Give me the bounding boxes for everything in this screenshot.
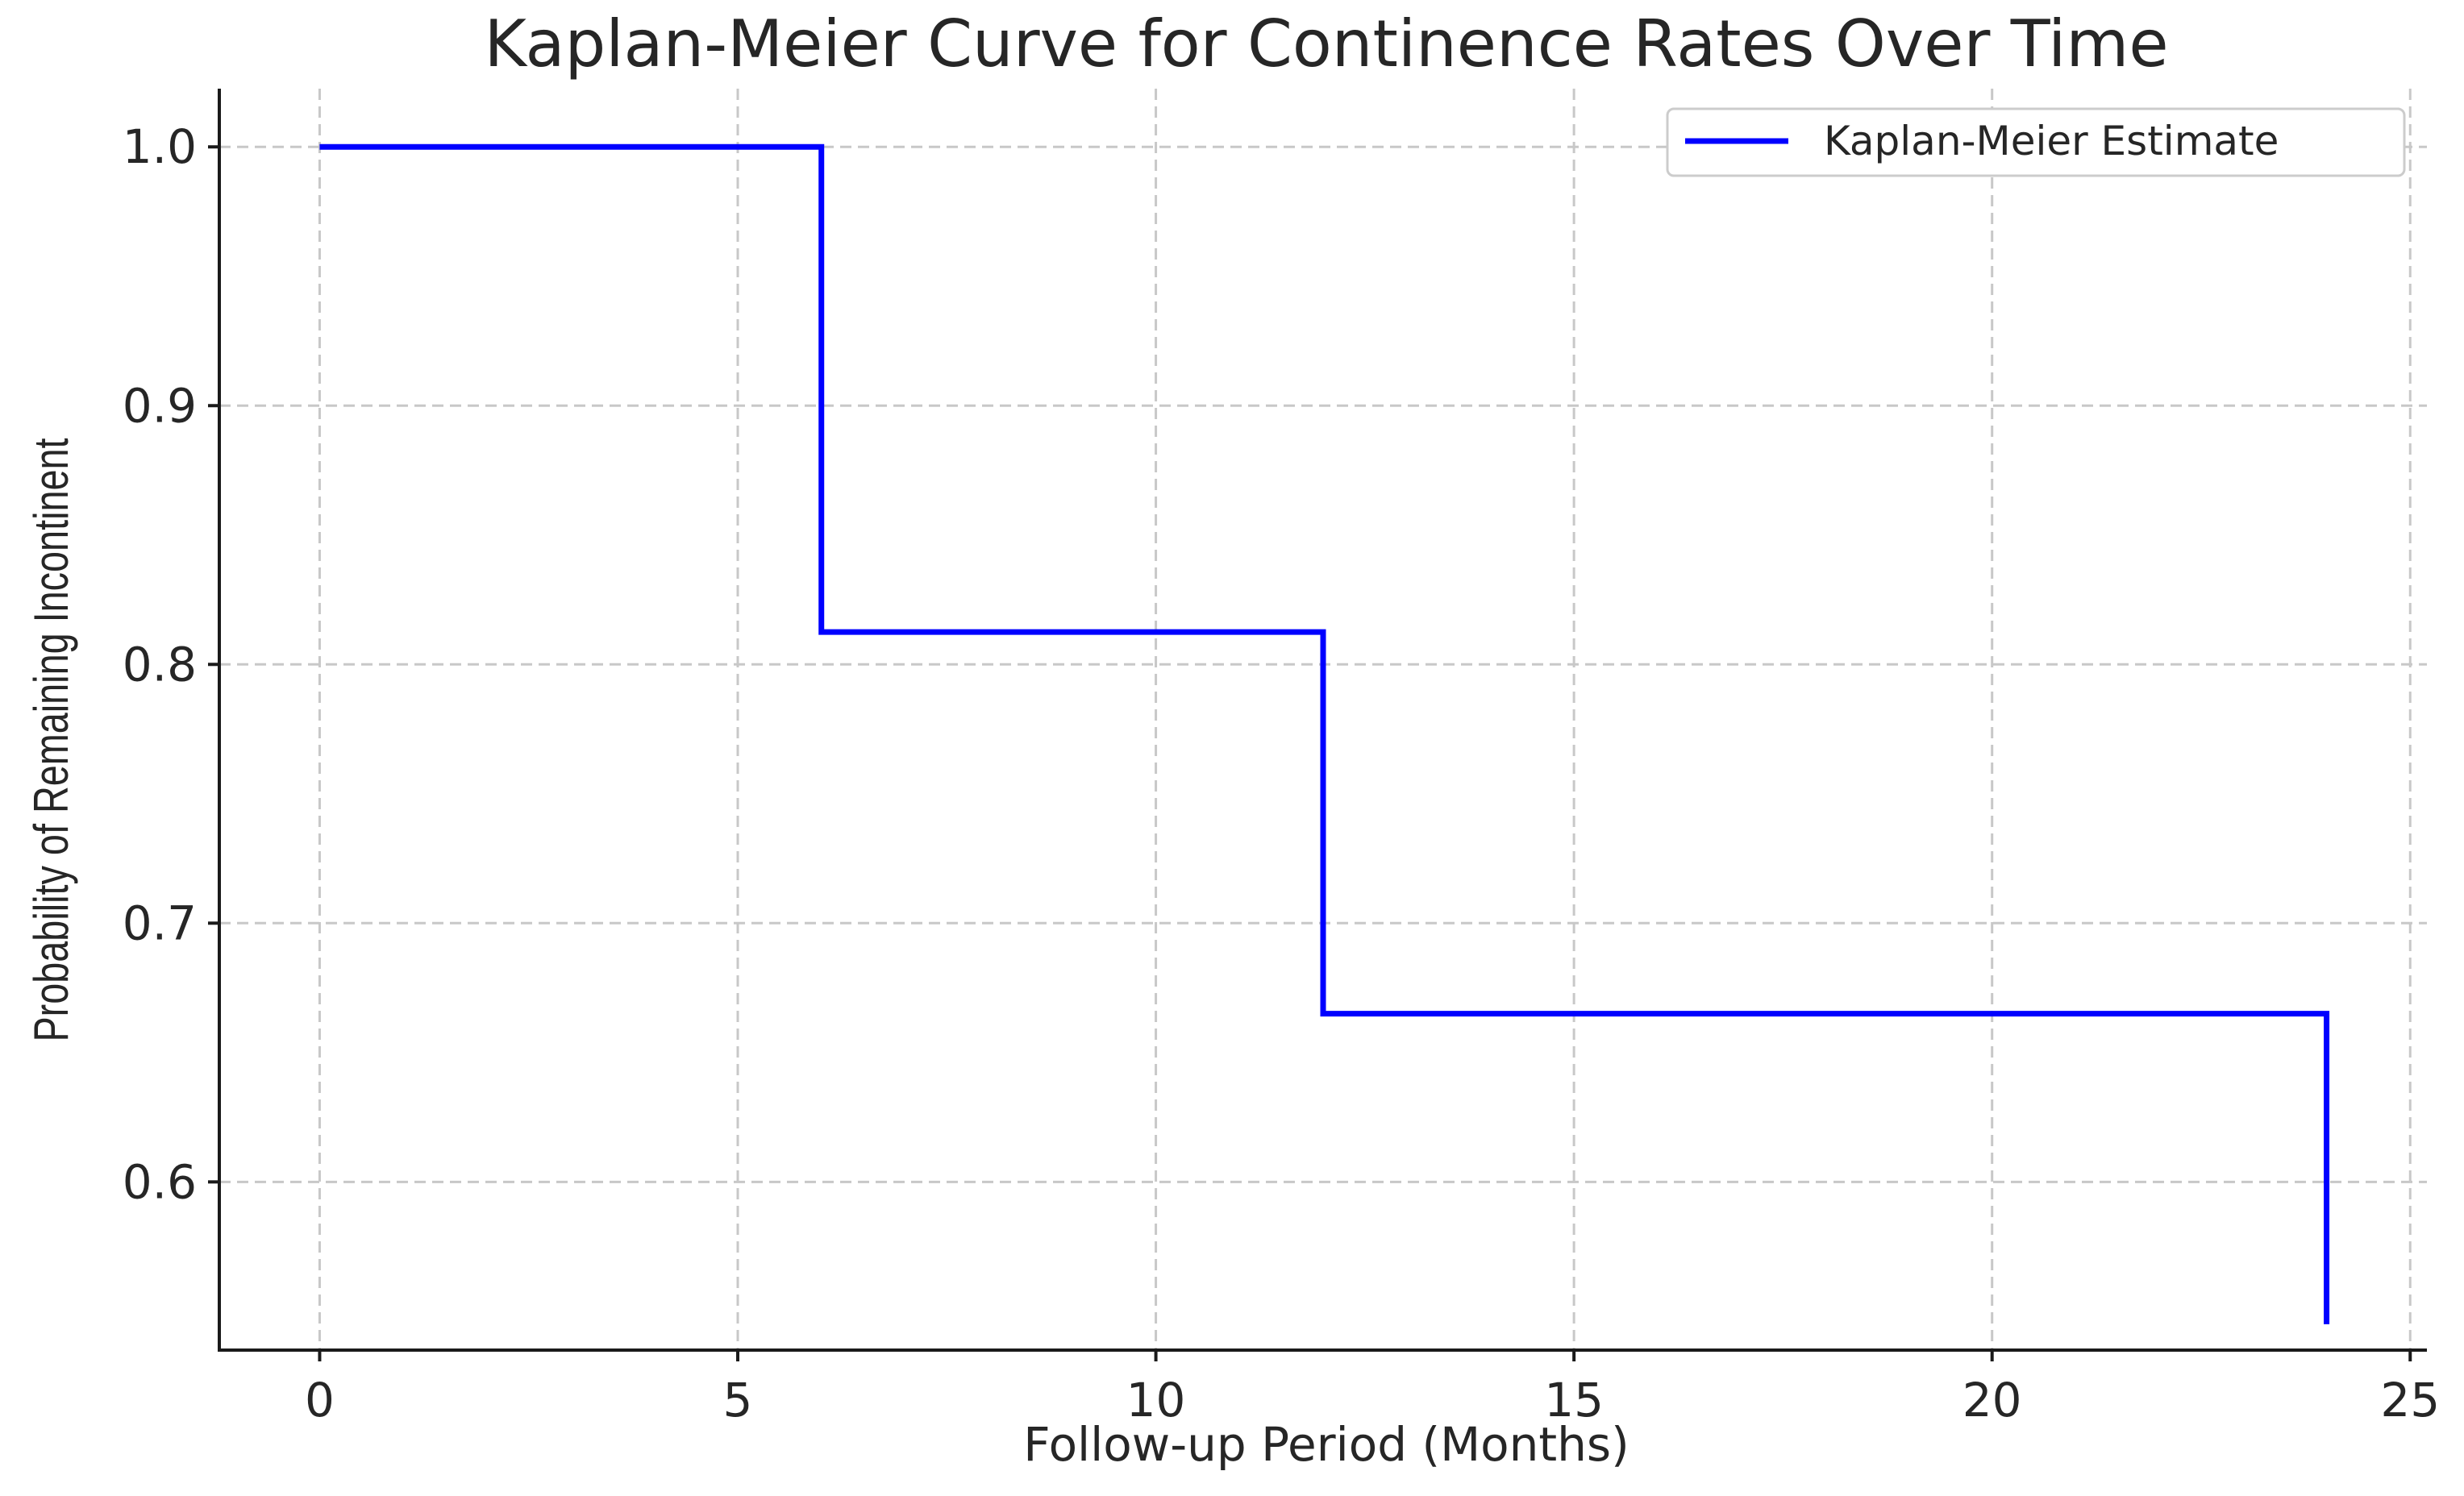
x-tick-label-1: 5 [723, 1373, 753, 1427]
legend-entry: Kaplan-Meier Estimate [1824, 118, 2279, 164]
legend-frame [1666, 107, 2406, 177]
y-tick-label-1: 0.7 [123, 896, 197, 950]
x-axis-label: Follow-up Period (Months) [1023, 1417, 1629, 1472]
x-tick-label-5: 25 [2380, 1373, 2440, 1427]
x-tick-label-4: 20 [1962, 1373, 2022, 1427]
x-tick-label-3: 15 [1544, 1373, 1604, 1427]
axes [218, 89, 2427, 1352]
legend: Kaplan-Meier Estimate [1666, 107, 2406, 177]
y-tick-label-0: 0.6 [123, 1154, 197, 1209]
y-tick-label-3: 0.9 [123, 378, 197, 433]
series-line-0 [319, 143, 2330, 1324]
y-tick-label-4: 1.0 [123, 119, 197, 174]
y-axis-label: Probability of Remaining Incontinent [24, 438, 78, 1041]
x-tick-label-0: 0 [305, 1373, 335, 1427]
y-tick-label-2: 0.8 [123, 637, 197, 692]
chart-title: Kaplan-Meier Curve for Continence Rates … [484, 6, 2168, 81]
x-tick-label-2: 10 [1126, 1373, 1186, 1427]
tick-labels: 0 5 10 15 20 25 0.6 0.7 0.8 0.9 1.0 [123, 119, 2440, 1427]
series-layer [319, 143, 2330, 1324]
